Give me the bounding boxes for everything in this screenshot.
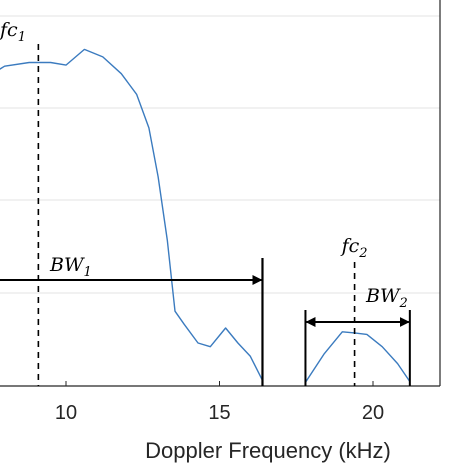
x-tick-labels: 10 15 20	[55, 402, 384, 424]
x-tick-label-15: 15	[208, 402, 230, 424]
x-axis-label: Doppler Frequency (kHz)	[145, 438, 391, 463]
fc1-label: fc1	[0, 19, 26, 45]
series-layer	[0, 48, 411, 383]
annotations: fc1 fc2 BW1 BW2	[0, 19, 411, 386]
bw1-label: BW1	[49, 254, 92, 280]
series-line-0-segment-1	[304, 331, 411, 383]
x-tick-label-20: 20	[362, 402, 384, 424]
series-line-0-segment-0	[0, 48, 264, 381]
axes	[0, 0, 441, 387]
fc2-label: fc2	[340, 235, 368, 261]
bw2-label: BW2	[365, 285, 408, 311]
grid-lines	[0, 15, 440, 294]
x-tick-label-10: 10	[55, 402, 77, 424]
